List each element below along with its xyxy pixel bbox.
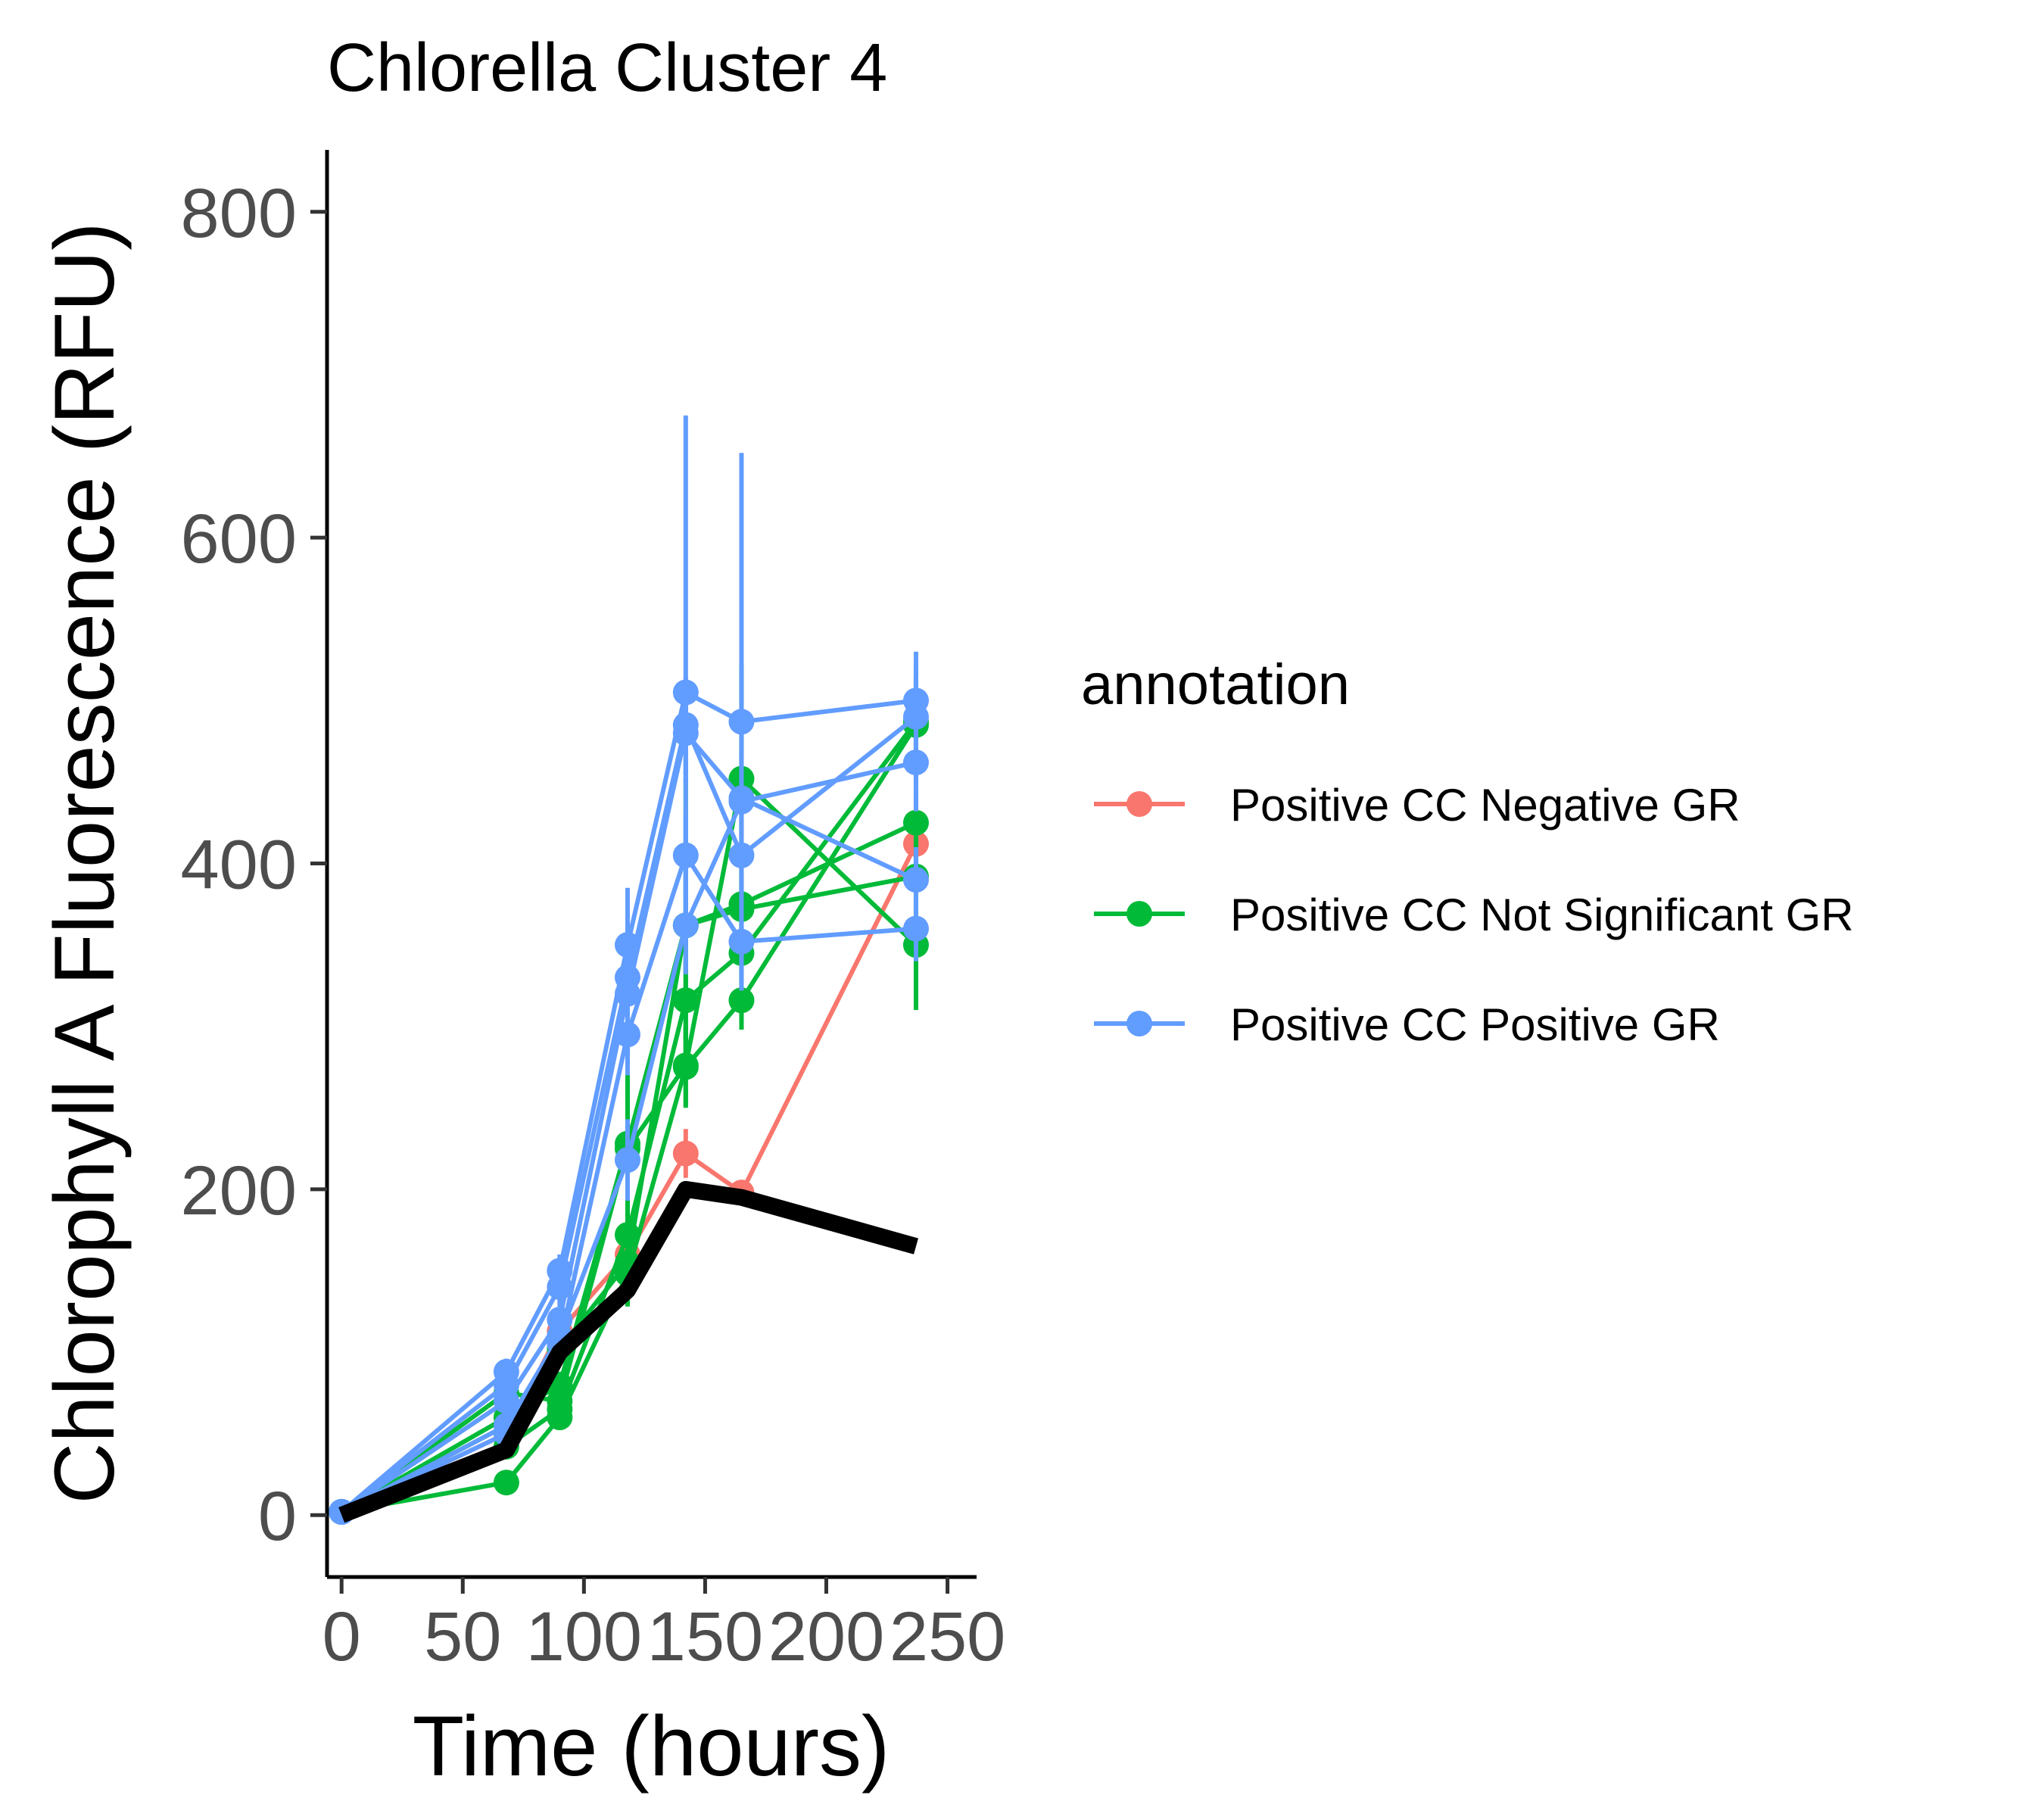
data-point	[902, 867, 929, 893]
y-tick-label: 600	[181, 500, 298, 578]
legend-entry: Positive CC Negative GR	[1094, 780, 1740, 831]
y-axis-title: Chlorophyll A Fluorescence (RFU)	[37, 222, 132, 1504]
legend-label: Positive CC Positive GR	[1230, 999, 1720, 1050]
data-point	[728, 709, 755, 735]
data-point	[614, 1021, 640, 1048]
legend: annotation Positive CC Negative GRPositi…	[1081, 653, 1854, 1050]
data-point	[902, 915, 929, 942]
data-point	[672, 1052, 699, 1079]
legend-entry: Positive CC Positive GR	[1094, 999, 1720, 1050]
x-axis-ticks: 0 50 100 150 200 250	[322, 1577, 1006, 1675]
x-tick-label: 250	[890, 1598, 1006, 1675]
data-point	[672, 1140, 699, 1167]
legend-title: annotation	[1081, 653, 1350, 717]
legend-label: Positive CC Not Significant GR	[1230, 890, 1854, 940]
data-point	[672, 912, 699, 939]
data-point	[493, 1388, 519, 1414]
legend-key-point	[1126, 901, 1152, 927]
data-point	[493, 1469, 519, 1496]
x-tick-label: 50	[424, 1598, 501, 1675]
data-point	[547, 1388, 573, 1414]
y-tick-label: 0	[258, 1478, 297, 1555]
y-axis-ticks: 0 200 400 600 800	[181, 175, 327, 1555]
data-point	[728, 987, 755, 1014]
legend-key-point	[1126, 791, 1152, 817]
data-point	[728, 788, 755, 815]
x-tick-label: 150	[647, 1598, 764, 1675]
data-point	[672, 842, 699, 868]
x-axis-title: Time (hours)	[413, 1699, 890, 1794]
data-point	[902, 750, 929, 776]
data-point	[614, 1147, 640, 1173]
data-point	[672, 720, 699, 746]
x-tick-label: 200	[768, 1598, 885, 1675]
y-tick-label: 400	[181, 827, 298, 904]
plot-area	[329, 415, 929, 1525]
data-point	[728, 842, 755, 868]
reference-line	[338, 1180, 918, 1523]
data-point	[728, 928, 755, 955]
series-11	[329, 713, 929, 1525]
data-point	[902, 809, 929, 836]
legend-key-point	[1126, 1011, 1152, 1036]
x-tick-label: 0	[322, 1598, 361, 1675]
chart-title: Chlorella Cluster 4	[327, 30, 887, 106]
legend-entry: Positive CC Not Significant GR	[1094, 890, 1854, 940]
legend-entries: Positive CC Negative GR Positive CC Not S…	[1094, 780, 1854, 1050]
x-tick-label: 100	[526, 1598, 643, 1675]
legend-label: Positive CC Negative GR	[1230, 780, 1740, 831]
y-tick-label: 200	[181, 1152, 298, 1230]
y-tick-label: 800	[181, 175, 298, 252]
